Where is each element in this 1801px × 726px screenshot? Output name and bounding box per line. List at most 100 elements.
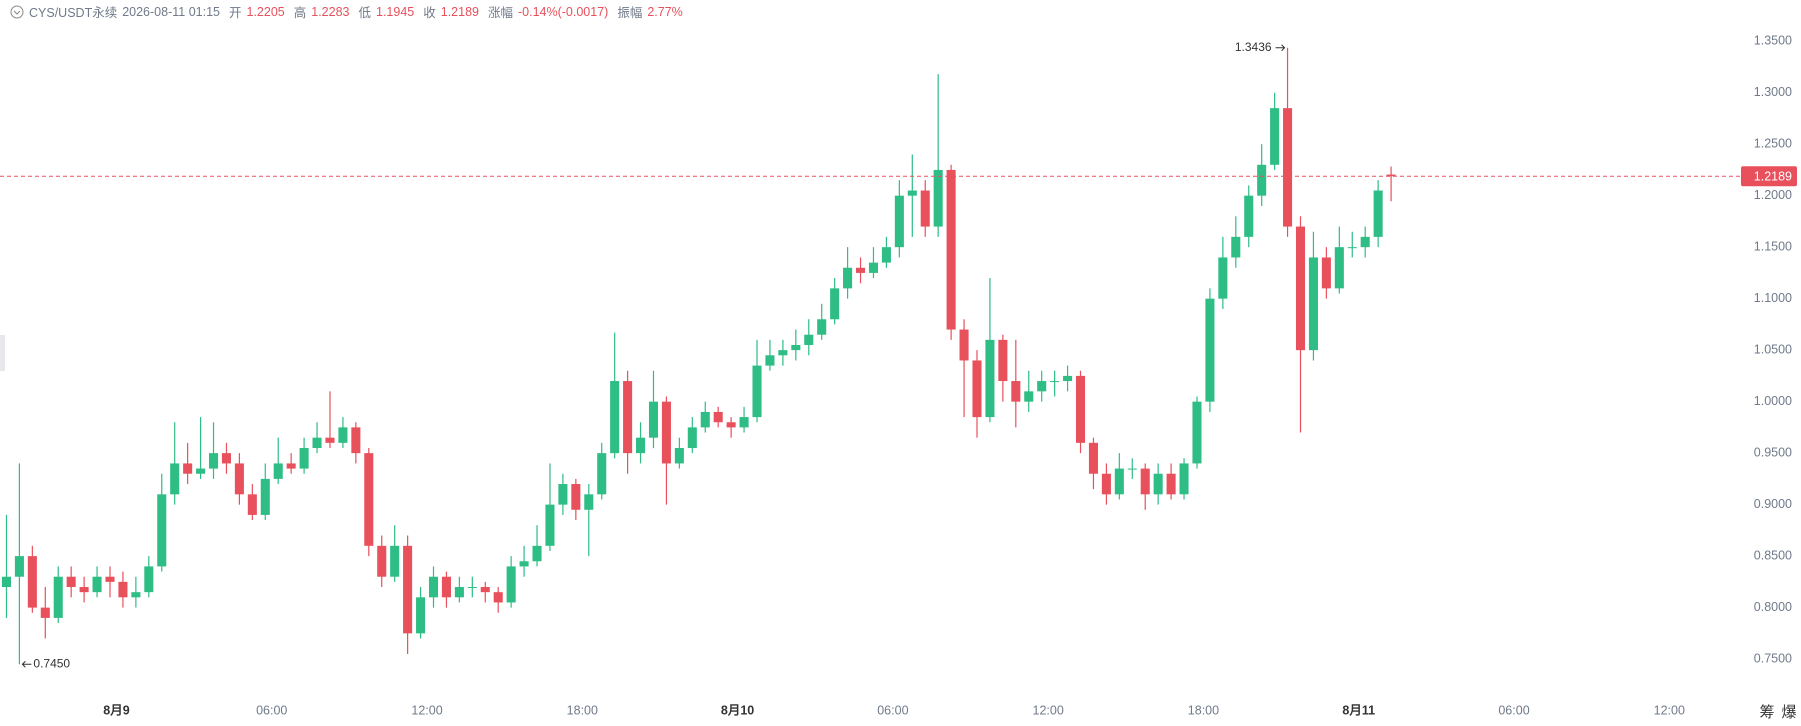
label: 涨幅 xyxy=(487,6,513,20)
side-tab[interactable] xyxy=(0,335,5,371)
candle-body xyxy=(597,453,607,495)
candle-body xyxy=(1063,375,1073,382)
candle-body xyxy=(558,484,568,505)
candle-body xyxy=(1373,190,1383,237)
candle-body xyxy=(1270,108,1280,165)
x-tick-label: 18:00 xyxy=(567,703,598,717)
candle-body xyxy=(1308,257,1318,351)
y-tick-label: 1.3500 xyxy=(1754,33,1792,47)
toolbar-button[interactable]: 筹 xyxy=(1759,704,1774,721)
last-price-tag: 1.2189 xyxy=(1754,170,1792,184)
candle-body xyxy=(416,597,426,634)
value: 1.2283 xyxy=(311,4,350,19)
label: 开 xyxy=(228,6,242,20)
y-tick-label: 0.9000 xyxy=(1754,497,1792,511)
candle-body xyxy=(636,437,646,454)
candle-body xyxy=(674,447,684,464)
candle-body xyxy=(532,545,542,562)
candle-body xyxy=(338,427,348,443)
value: -0.14%(-0.0017) xyxy=(518,4,609,19)
label: 振幅 xyxy=(617,6,643,20)
x-tick-label: 12:00 xyxy=(1654,703,1685,717)
candle-body xyxy=(183,463,193,474)
candle-body xyxy=(1205,298,1215,402)
candle-body xyxy=(1088,442,1098,474)
candle-body xyxy=(273,463,283,479)
candle-body xyxy=(53,576,63,618)
symbol: CYS/USDT永续 xyxy=(29,6,118,20)
header: CYS/USDT永续 2026-08-11 01:15 开 1.2205 高 1.2… xyxy=(10,2,687,21)
label: 收 xyxy=(423,6,436,20)
candle-body xyxy=(817,319,827,335)
candle-body xyxy=(778,350,788,356)
candle-body xyxy=(1011,381,1021,402)
x-tick-label: 8月11 xyxy=(1342,703,1375,717)
candle-body xyxy=(1347,247,1357,249)
candle-body xyxy=(791,345,801,351)
candle-body xyxy=(390,545,400,577)
y-tick-label: 1.2000 xyxy=(1754,188,1792,202)
candle-body xyxy=(40,607,50,618)
candle-body xyxy=(881,247,891,263)
y-tick-label: 0.8000 xyxy=(1754,600,1792,614)
candle-body xyxy=(1140,468,1150,495)
min-label: 0.7450 xyxy=(33,656,70,670)
candle-body xyxy=(79,587,89,593)
candle-body xyxy=(623,381,633,454)
x-tick-label: 8月10 xyxy=(721,703,754,717)
candle-body xyxy=(480,587,490,593)
candle-body xyxy=(1360,236,1370,248)
candle-body xyxy=(493,592,503,603)
candle-body xyxy=(221,453,231,464)
min-arrow xyxy=(21,660,32,668)
candle-body xyxy=(584,494,594,510)
candle-body xyxy=(856,267,866,273)
y-tick-label: 1.1500 xyxy=(1754,239,1792,253)
value: 1.1945 xyxy=(376,4,415,19)
y-tick-label: 1.3000 xyxy=(1754,85,1792,99)
candle-body xyxy=(1075,375,1086,443)
candle-body xyxy=(1321,257,1331,289)
y-tick-label: 0.9500 xyxy=(1754,445,1792,459)
candle-body xyxy=(1153,473,1163,495)
candle-body xyxy=(454,587,464,598)
candle-body xyxy=(157,494,167,567)
max-label: 1.3436 xyxy=(1235,40,1272,54)
candle-body xyxy=(1244,195,1254,237)
candle-body xyxy=(377,545,387,577)
collapse-icon[interactable] xyxy=(10,5,24,19)
candle-body xyxy=(1295,226,1306,351)
candle-body xyxy=(247,494,257,515)
candle-body xyxy=(1127,468,1137,470)
candle-body xyxy=(506,566,516,603)
toolbar-button[interactable]: 爆 xyxy=(1781,704,1796,721)
candle-body xyxy=(234,463,244,495)
candle-body xyxy=(441,576,451,598)
candle-body xyxy=(868,262,878,273)
candle-body xyxy=(325,437,335,443)
candle-body xyxy=(118,581,128,598)
candle-body xyxy=(804,334,814,345)
last-price-tag-bg xyxy=(1741,166,1797,187)
x-tick-label: 18:00 xyxy=(1188,703,1219,717)
candle-body xyxy=(972,360,982,418)
x-tick-label: 8月9 xyxy=(103,703,129,717)
candle-body xyxy=(752,365,762,418)
candle-body xyxy=(907,190,917,196)
x-tick-label: 12:00 xyxy=(1033,703,1064,717)
candle-body xyxy=(687,427,697,448)
candle-body xyxy=(1231,236,1241,258)
candle-body xyxy=(1101,473,1111,495)
candle-body xyxy=(312,437,322,448)
candle-body xyxy=(1192,401,1202,464)
y-tick-label: 0.8500 xyxy=(1754,548,1792,562)
candle-body xyxy=(700,411,710,428)
candle-body xyxy=(830,288,840,320)
time: 2026-08-11 01:15 xyxy=(122,4,220,19)
candle-body xyxy=(1050,381,1060,383)
candle-body xyxy=(208,453,219,469)
candle-body xyxy=(933,169,943,227)
label: 低 xyxy=(358,6,371,20)
candle-body xyxy=(998,339,1008,382)
candle-body xyxy=(66,576,76,588)
